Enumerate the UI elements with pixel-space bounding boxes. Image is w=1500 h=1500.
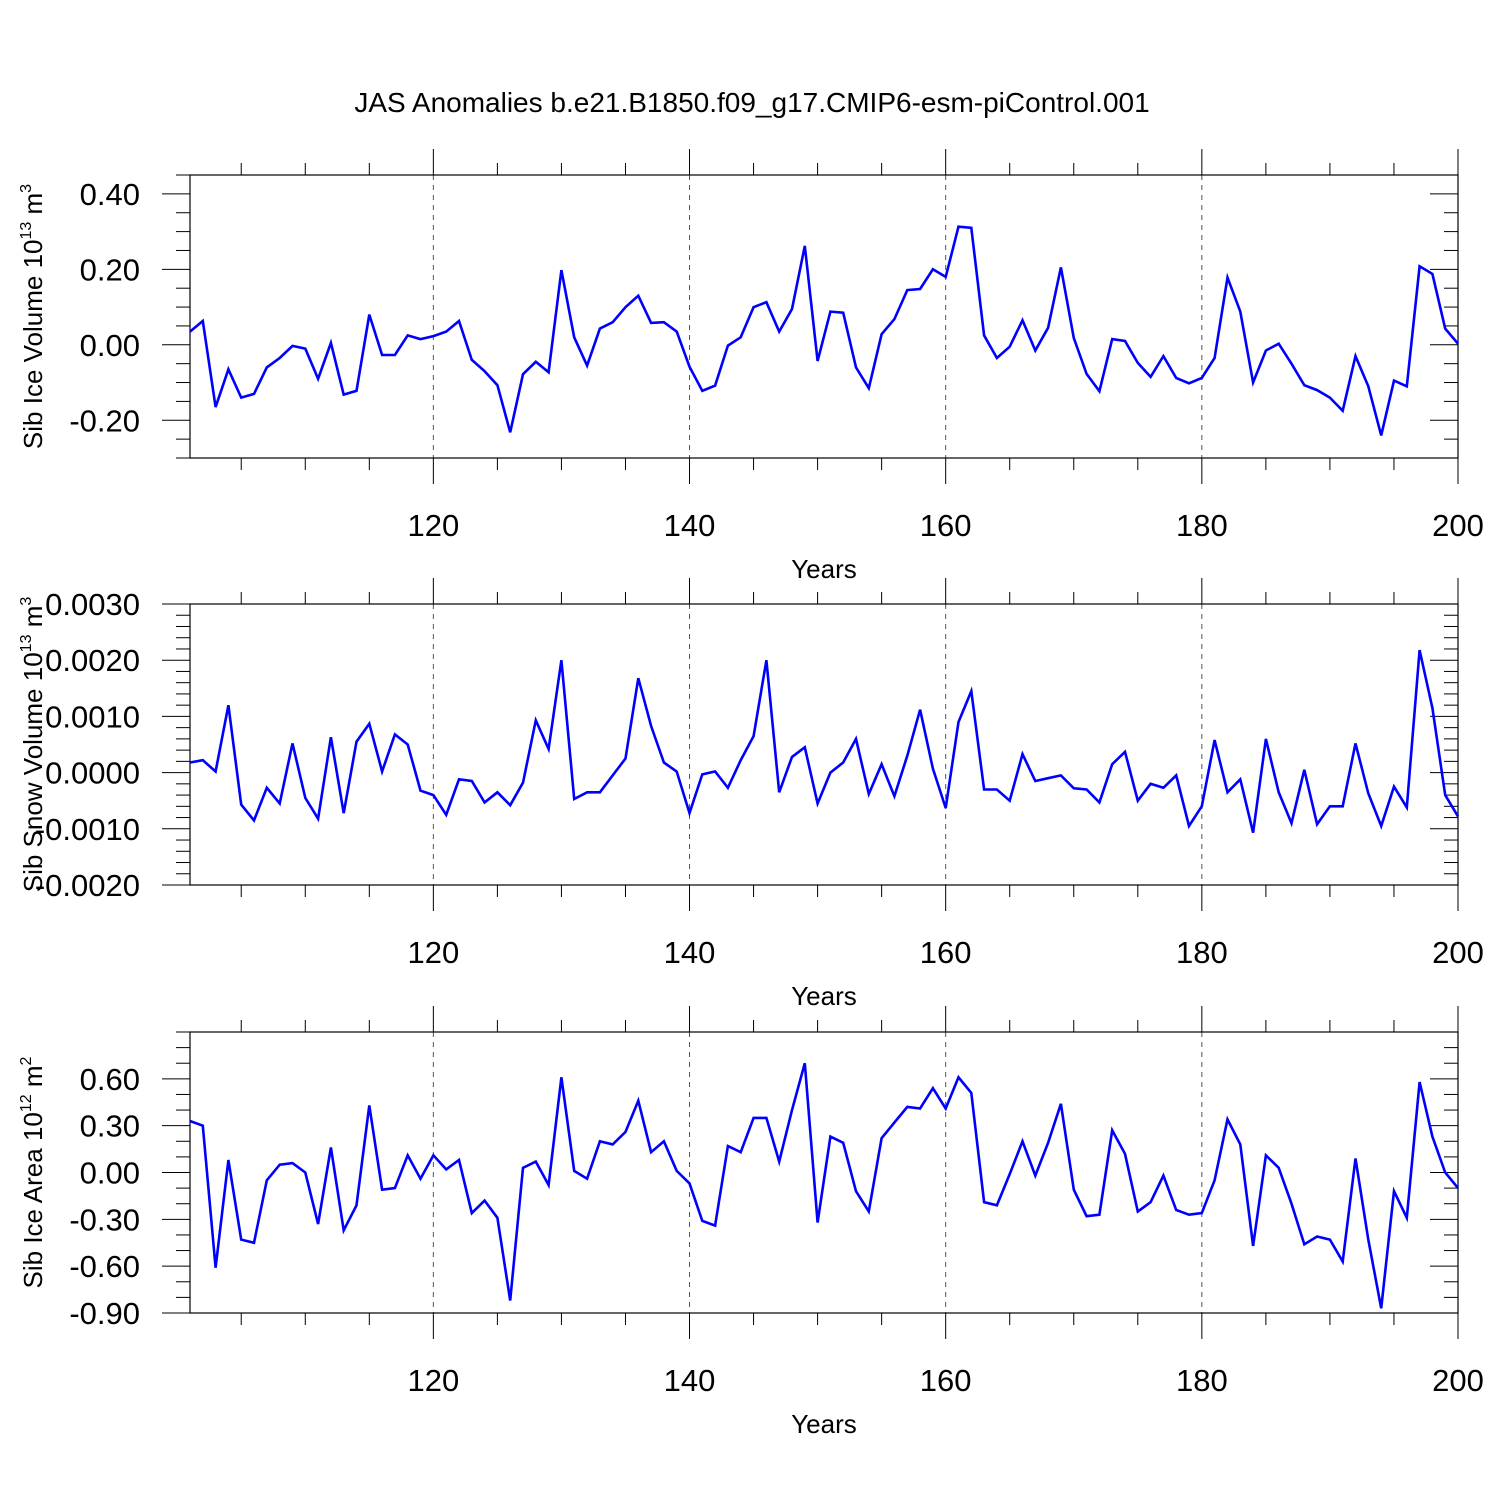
y-tick-label: -0.0010 (35, 812, 140, 847)
y-tick-label: 0.0030 (45, 587, 140, 622)
y-tick-label: 0.30 (80, 1109, 140, 1144)
y-tick-label: -0.60 (69, 1249, 140, 1284)
y-tick-label: 0.0010 (45, 699, 140, 734)
x-tick-label: 160 (920, 508, 972, 543)
y-tick-label: 0.60 (80, 1062, 140, 1097)
x-tick-label: 140 (664, 935, 716, 970)
x-tick-label: 180 (1176, 508, 1228, 543)
x-tick-label: 120 (407, 1363, 459, 1398)
x-axis-title: Years (791, 1409, 857, 1439)
series-line (189, 649, 1460, 834)
y-axis-title: Sib Ice Area 1012 m2 (18, 1056, 48, 1288)
panel-1: -0.20 0.00 0.20 0.40 120 140 160 180 200 Years Sib… (18, 149, 1484, 584)
plot-frame (189, 174, 1459, 459)
y-tick-label: 0.20 (80, 252, 140, 287)
x-axis-title: Years (791, 554, 857, 584)
y-tick-label: 0.0000 (45, 756, 140, 791)
y-axis-title: Sib Ice Volume 1013 m3 (18, 184, 48, 449)
x-tick-label: 140 (664, 1363, 716, 1398)
x-tick-label: 160 (920, 1363, 972, 1398)
y-tick-label: -0.90 (69, 1296, 140, 1331)
chart-title: JAS Anomalies b.e21.B1850.f09_g17.CMIP6-… (354, 87, 1149, 118)
plot-frame (189, 603, 1459, 886)
x-tick-label: 200 (1432, 1363, 1484, 1398)
x-axis-title: Years (791, 981, 857, 1011)
panel-2: -0.0020 -0.0010 0.0000 0.0010 0.0020 0.0030 12… (18, 578, 1484, 1011)
panel-3: -0.90 -0.60 -0.30 0.00 0.30 0.60 120 140 160 180 2… (18, 1006, 1484, 1439)
series-line (189, 225, 1459, 436)
x-tick-label: 200 (1432, 935, 1484, 970)
y-tick-label: 0.00 (80, 1156, 140, 1191)
x-tick-label: 120 (407, 935, 459, 970)
x-tick-label: 120 (407, 508, 459, 543)
y-tick-label: -0.30 (69, 1202, 140, 1237)
x-tick-label: 180 (1176, 1363, 1228, 1398)
x-tick-label: 200 (1432, 508, 1484, 543)
series-line (189, 1062, 1460, 1309)
x-tick-label: 160 (920, 935, 972, 970)
y-tick-label: -0.20 (69, 403, 140, 438)
x-tick-label: 140 (664, 508, 716, 543)
y-tick-label: 0.40 (80, 177, 140, 212)
y-tick-label: 0.0020 (45, 643, 140, 678)
x-tick-label: 180 (1176, 935, 1228, 970)
y-tick-label: -0.0020 (35, 868, 140, 903)
y-tick-label: 0.00 (80, 328, 140, 363)
y-axis-title: Sib Snow Volume 1013 m3 (18, 597, 48, 893)
